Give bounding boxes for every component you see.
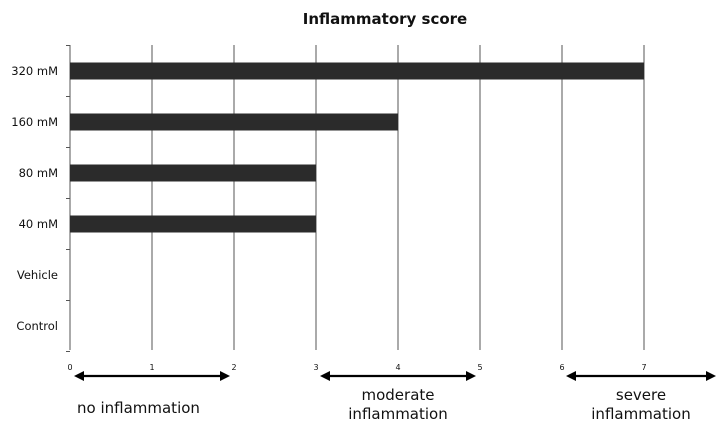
x-tick-label-2: 2 [231,363,236,372]
x-tick-label-4: 4 [395,363,400,372]
category-label-0: 320 mM [11,64,58,78]
band-label-1-0: moderate [361,386,434,404]
band-label-2-1: inflammation [591,405,690,421]
arrowhead-left [320,371,330,381]
bar-0 [70,62,644,80]
bar-3 [70,215,316,233]
x-tick-label-1: 1 [149,363,154,372]
x-tick-label-0: 0 [67,363,72,372]
x-tick-label-3: 3 [313,363,318,372]
x-tick-label-5: 5 [477,363,482,372]
x-tick-label-7: 7 [641,363,646,372]
x-tick-labels: 0 1 2 3 4 5 6 7 [67,363,646,372]
band-label-0-0: no inflammation [77,399,200,417]
chart-title: Inflammatory score [303,10,467,28]
bar-2 [70,164,316,182]
bar-1 [70,113,398,131]
category-label-5: Control [16,319,58,333]
category-label-2: 80 mM [19,166,58,180]
band-label-1-1: inflammation [348,405,447,421]
arrowhead-left [74,371,84,381]
scale-bands: no inflammationmoderateinflammationsever… [74,371,716,421]
arrowhead-left [566,371,576,381]
category-label-3: 40 mM [19,217,58,231]
arrowhead-right [220,371,230,381]
category-label-1: 160 mM [11,115,58,129]
grid-lines [66,45,645,352]
category-labels: 320 mM 160 mM 80 mM 40 mM Vehicle Control [11,64,58,333]
band-label-2-0: severe [616,386,666,404]
arrowhead-right [466,371,476,381]
scale-band-0: no inflammation [74,371,230,417]
bars [70,62,644,233]
arrowhead-right [706,371,716,381]
x-tick-label-6: 6 [559,363,564,372]
category-label-4: Vehicle [17,268,58,282]
